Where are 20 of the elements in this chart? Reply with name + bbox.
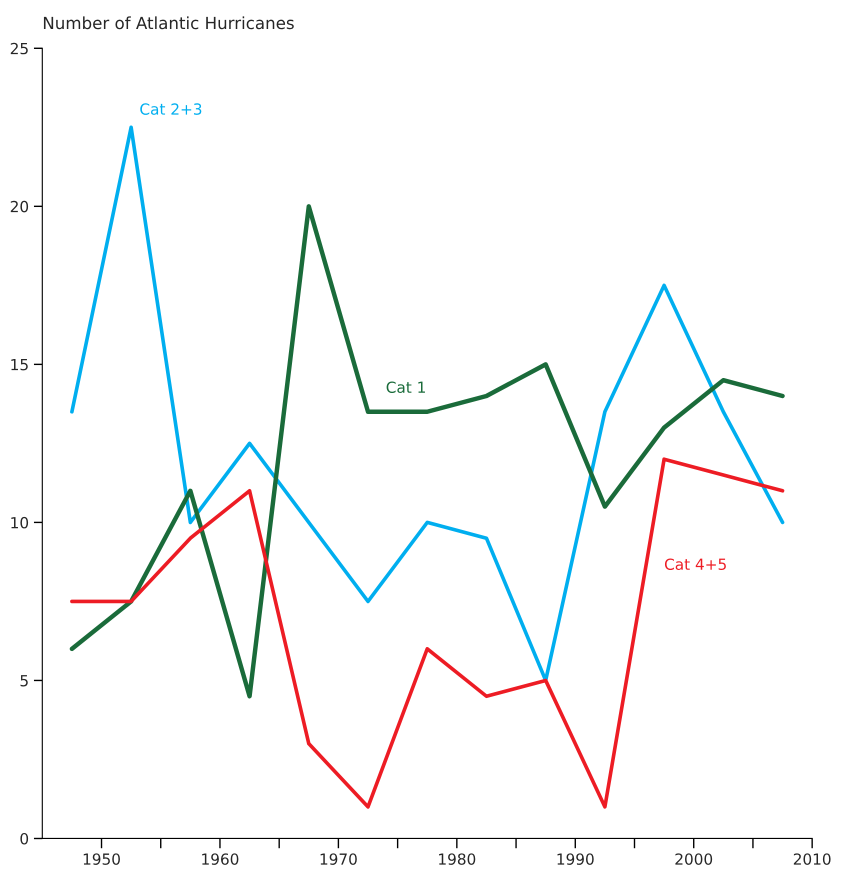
y-tick-label: 5 — [20, 675, 28, 686]
x-tick-label: 2000 — [675, 853, 712, 865]
x-tick-label: 2010 — [794, 853, 831, 865]
series-label: Cat 4+5 — [664, 558, 726, 570]
x-tick-label: 1960 — [202, 853, 238, 865]
y-axis-title: Number of Atlantic Hurricanes — [44, 16, 294, 30]
y-tick-label: 0 — [20, 832, 28, 845]
x-tick-label: 1990 — [558, 853, 594, 865]
series-label: Cat 1 — [386, 381, 425, 394]
x-tick-label: 1970 — [320, 853, 357, 865]
y-tick-label: 10 — [11, 516, 28, 528]
line-series — [70, 457, 784, 809]
line-series — [70, 126, 784, 682]
x-tick-label: 1950 — [84, 853, 120, 865]
y-tick-label: 15 — [11, 359, 28, 370]
y-tick-label: 20 — [10, 200, 28, 212]
x-tick-label: 1980 — [439, 853, 476, 865]
y-tick-label: 25 — [10, 42, 28, 54]
line-series — [70, 204, 785, 698]
series-label: Cat 2+3 — [140, 103, 202, 115]
